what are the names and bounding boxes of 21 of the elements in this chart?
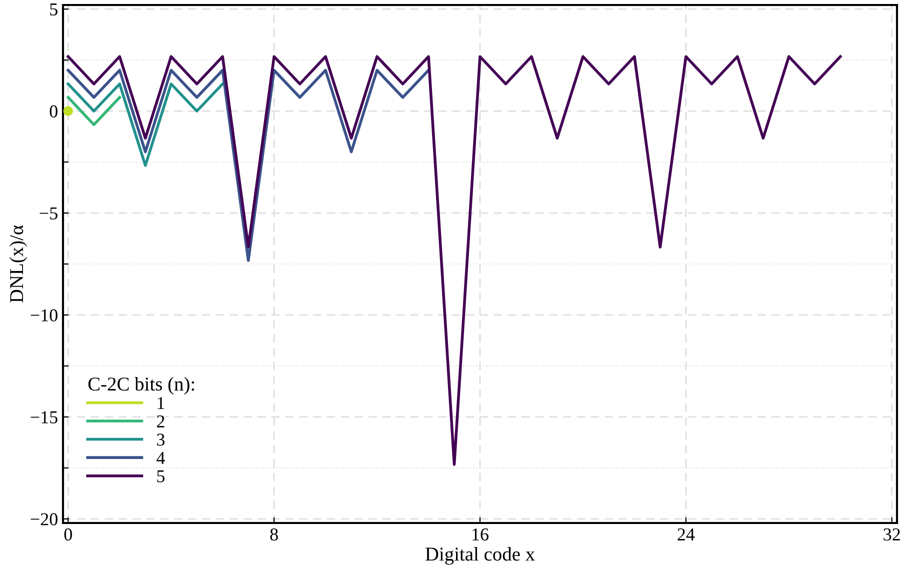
y-tick-label: 0 xyxy=(50,105,58,118)
legend-title: C-2C bits (n): xyxy=(88,376,194,395)
y-tick-label: −10 xyxy=(30,309,58,322)
x-tick-label: 24 xyxy=(678,528,695,540)
y-axis-title: DNL(x)/α xyxy=(9,225,28,303)
x-tick-label: 8 xyxy=(270,528,278,541)
x-tick-label: 0 xyxy=(64,528,72,541)
y-tick-label: 5 xyxy=(50,4,58,16)
x-tick-label: 16 xyxy=(472,528,488,541)
y-tick-label: −20 xyxy=(30,513,58,526)
x-tick-label: 32 xyxy=(884,528,900,541)
legend-label: 3 xyxy=(157,434,165,446)
legend-label: 1 xyxy=(158,397,164,410)
legend-label: 2 xyxy=(156,415,164,428)
line-series xyxy=(66,55,842,466)
x-axis-title: Digital code x xyxy=(425,547,535,565)
line-series xyxy=(66,68,430,262)
legend-label: 5 xyxy=(157,470,165,482)
legend-label: 4 xyxy=(156,452,165,464)
y-tick-label: −15 xyxy=(30,411,58,424)
y-tick-label: −5 xyxy=(40,207,58,220)
